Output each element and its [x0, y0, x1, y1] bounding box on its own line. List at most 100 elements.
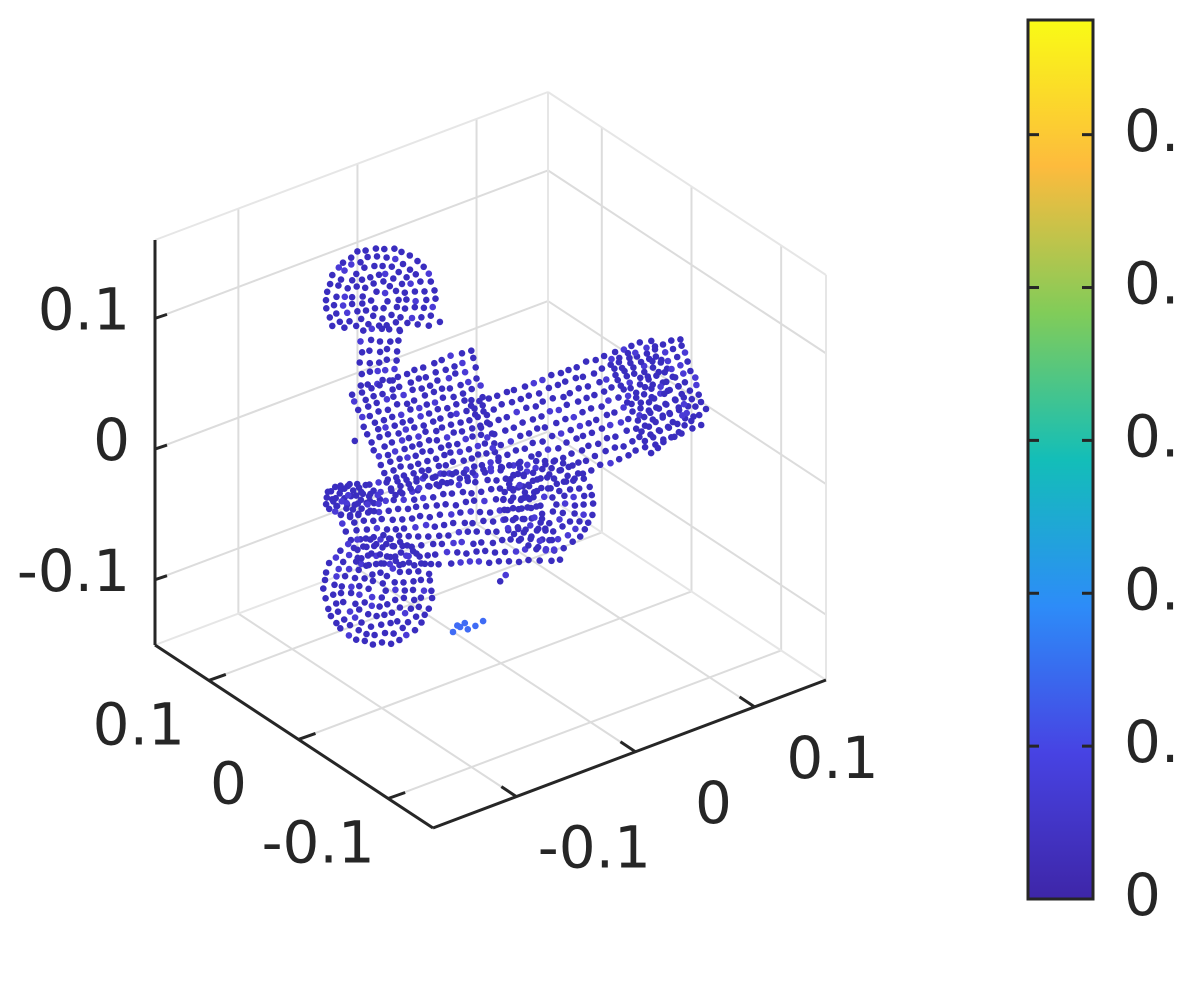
- point: [368, 439, 375, 446]
- point: [425, 570, 433, 578]
- point: [374, 491, 382, 499]
- point: [414, 533, 422, 540]
- point: [322, 569, 330, 576]
- point: [351, 574, 359, 582]
- point: [380, 278, 387, 285]
- point: [536, 557, 543, 564]
- point: [571, 502, 579, 509]
- point: [529, 416, 537, 423]
- grid-line: [547, 300, 827, 485]
- point: [484, 528, 492, 536]
- point: [543, 474, 551, 481]
- y-tick-label: 0.1: [786, 724, 878, 792]
- point: [468, 425, 476, 432]
- point: [376, 338, 384, 345]
- point: [697, 398, 705, 406]
- point: [401, 609, 409, 617]
- point: [468, 385, 476, 393]
- point: [417, 278, 424, 285]
- point: [383, 254, 390, 261]
- point: [408, 314, 416, 322]
- point: [350, 398, 358, 405]
- point: [483, 450, 490, 457]
- point: [392, 255, 399, 263]
- point: [548, 557, 555, 565]
- point: [359, 300, 366, 307]
- point: [596, 461, 604, 469]
- point: [612, 371, 619, 379]
- point: [363, 543, 370, 551]
- point: [449, 470, 456, 478]
- point: [695, 391, 702, 399]
- point: [354, 500, 362, 507]
- x-tick: [208, 673, 227, 682]
- point: [364, 509, 372, 516]
- grid-line: [208, 531, 603, 682]
- point: [663, 401, 670, 408]
- point: [474, 442, 482, 450]
- point: [468, 347, 475, 355]
- point: [591, 391, 598, 399]
- point: [366, 359, 374, 367]
- point: [370, 533, 378, 541]
- point: [405, 532, 413, 540]
- point: [417, 594, 425, 601]
- colorbar-tick-label: 0.: [1124, 708, 1179, 776]
- point: [397, 549, 405, 556]
- point: [525, 542, 532, 549]
- point: [377, 569, 384, 576]
- point: [456, 475, 464, 482]
- point: [409, 443, 416, 450]
- point: [605, 397, 612, 404]
- point: [576, 533, 584, 540]
- point: [519, 419, 526, 426]
- point: [648, 337, 655, 345]
- point: [459, 359, 466, 367]
- point: [352, 600, 359, 608]
- point: [608, 384, 615, 391]
- point: [343, 309, 351, 317]
- point: [484, 434, 491, 441]
- point: [611, 348, 619, 356]
- point: [505, 558, 513, 565]
- point: [330, 301, 338, 309]
- point: [538, 413, 545, 420]
- point: [579, 432, 587, 440]
- point: [421, 392, 429, 399]
- point: [523, 404, 530, 412]
- point: [588, 429, 596, 437]
- point: [632, 394, 640, 402]
- point: [585, 442, 592, 450]
- point: [404, 454, 411, 461]
- point: [390, 467, 397, 474]
- point: [347, 254, 355, 261]
- point: [473, 375, 480, 382]
- point: [480, 408, 487, 415]
- point: [345, 565, 353, 573]
- point: [495, 558, 503, 565]
- point: [620, 443, 627, 450]
- point: [539, 438, 546, 445]
- point: [375, 408, 382, 415]
- point: [533, 527, 541, 534]
- point: [529, 469, 537, 477]
- point: [603, 411, 611, 419]
- point: [367, 623, 375, 630]
- z-tick-label: 0.1: [38, 275, 130, 343]
- point: [388, 439, 396, 446]
- point: [388, 487, 395, 495]
- point: [579, 470, 587, 478]
- point: [372, 245, 380, 252]
- point: [463, 407, 470, 415]
- point: [557, 430, 565, 437]
- point: [496, 578, 504, 585]
- point: [366, 347, 373, 355]
- point: [569, 538, 576, 545]
- point: [381, 289, 389, 297]
- point: [366, 412, 374, 420]
- point: [381, 629, 389, 637]
- point: [492, 496, 500, 503]
- point: [431, 287, 438, 294]
- point: [493, 392, 501, 400]
- point: [362, 535, 370, 542]
